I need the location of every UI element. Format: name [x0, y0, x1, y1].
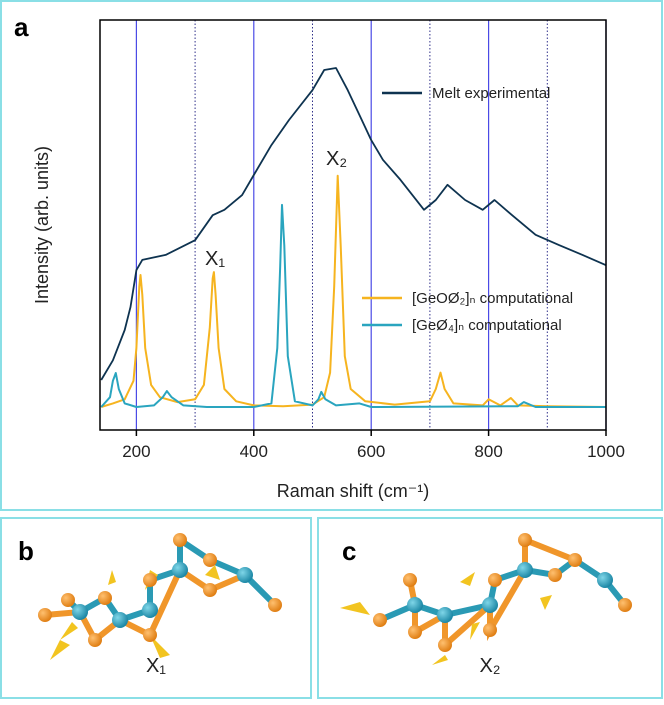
line-series [100, 67, 607, 381]
x-axis-title: Raman shift (cm⁻¹) [277, 481, 430, 501]
panel-frame [0, 0, 663, 511]
x-tick-label: 200 [122, 442, 150, 461]
legend-label: Melt experimental [432, 85, 550, 102]
structure-label: X₂ [479, 655, 500, 677]
panel-label: b [18, 536, 34, 566]
molecule [340, 533, 632, 665]
plot-frame [99, 19, 607, 431]
panel-label: a [14, 12, 29, 42]
structure-label: X₁ [146, 655, 166, 677]
panel-frame [317, 517, 663, 699]
x-tick-label: 800 [474, 442, 502, 461]
molecule [38, 533, 282, 660]
x-tick-label: 400 [240, 442, 268, 461]
legend-label: [GeØ₄]ₙ computational [412, 317, 562, 334]
y-axis-title: Intensity (arb. units) [32, 146, 52, 304]
line-series [100, 203, 606, 408]
line-series [100, 174, 607, 408]
annotation: X₂ [326, 148, 347, 170]
panel-frame [0, 517, 312, 699]
legend-label: [GeOØ₂]ₙ computational [412, 290, 573, 307]
x-tick-label: 600 [357, 442, 385, 461]
panel-label: c [342, 536, 356, 566]
x-tick-label: 1000 [587, 442, 625, 461]
annotation: X₁ [205, 248, 225, 270]
